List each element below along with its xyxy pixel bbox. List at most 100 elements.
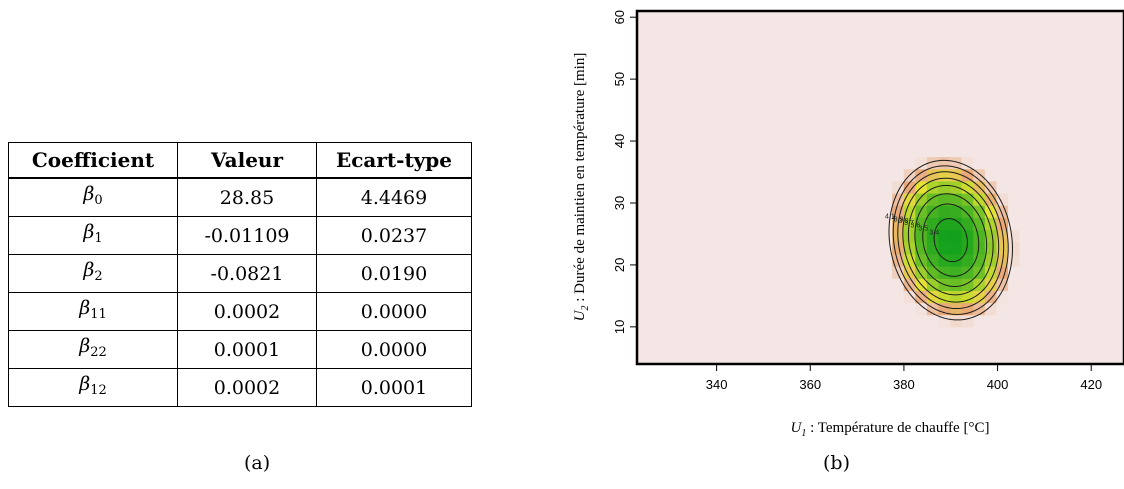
heatmap-cell	[1031, 315, 1044, 329]
heatmap-cell	[950, 339, 963, 353]
heatmap-cell	[729, 181, 742, 195]
heatmap-cell	[926, 315, 940, 329]
heatmap-cell	[857, 59, 870, 73]
heatmap-cell	[822, 266, 835, 280]
heatmap-cell	[776, 242, 789, 256]
heatmap-cell	[694, 96, 708, 109]
heatmap-cell	[1100, 71, 1114, 85]
heatmap-cells	[637, 11, 1124, 365]
value-cell: 0.0002	[177, 368, 317, 407]
heatmap-cell	[741, 339, 754, 353]
heatmap-cell	[834, 120, 847, 134]
heatmap-cell	[1019, 120, 1032, 134]
header-valeur: Valeur	[177, 142, 317, 179]
heatmap-cell	[752, 303, 766, 316]
heatmap-cell	[787, 254, 800, 268]
heatmap-cell	[799, 266, 812, 280]
heatmap-cell	[694, 144, 708, 158]
heatmap-cell	[787, 303, 800, 316]
heatmap-cell	[834, 169, 847, 183]
heatmap-cell	[787, 339, 800, 353]
heatmap-cell	[776, 120, 789, 134]
heatmap-cell	[810, 71, 824, 85]
heatmap-cell	[787, 230, 800, 243]
heatmap-cell	[868, 254, 882, 268]
contour-line	[888, 159, 1013, 321]
heatmap-cell	[741, 327, 754, 341]
table-row: β22 0.0001 0.0000	[8, 330, 472, 369]
heatmap-cell	[787, 108, 800, 122]
heatmap-cell	[984, 23, 998, 36]
heatmap-cell	[787, 23, 800, 36]
heatmap-cell	[648, 23, 661, 36]
heatmap-cell	[926, 205, 940, 219]
heatmap-cell	[1042, 59, 1056, 73]
heatmap-cell	[1042, 315, 1056, 329]
heatmap-cell	[822, 315, 835, 329]
heatmap-cell	[868, 278, 882, 292]
heatmap-cell	[1112, 351, 1124, 365]
heatmap-cell	[892, 303, 905, 316]
heatmap-cell	[868, 23, 882, 36]
heatmap-cell	[961, 157, 974, 170]
heatmap-cell	[857, 254, 870, 268]
heatmap-cell	[1089, 339, 1102, 353]
heatmap-cell	[1089, 59, 1102, 73]
heatmap-cell	[1008, 71, 1021, 85]
heatmap-cell	[718, 169, 731, 183]
heatmap-cell	[845, 132, 858, 146]
heatmap-cell	[764, 157, 777, 170]
heatmap-cell	[984, 11, 998, 24]
heatmap-cell	[1054, 327, 1067, 341]
heatmap-cell	[718, 315, 731, 329]
heatmap-cell	[706, 84, 719, 97]
heatmap-cell	[996, 278, 1009, 292]
heatmap-cell	[776, 266, 789, 280]
heatmap-cell	[787, 144, 800, 158]
heatmap-cell	[903, 59, 916, 73]
heatmap-cell	[880, 132, 893, 146]
heatmap-cell	[648, 132, 661, 146]
heatmap-cell	[834, 157, 847, 170]
heatmap-cell	[787, 290, 800, 304]
heatmap-cell	[648, 351, 661, 365]
heatmap-cell	[973, 144, 986, 158]
heatmap-cell	[1019, 71, 1032, 85]
heatmap-cell	[984, 303, 998, 316]
heatmap-cell	[880, 193, 893, 207]
heatmap-cell	[857, 11, 870, 24]
heatmap-cell	[926, 35, 940, 49]
heatmap-cell	[834, 144, 847, 158]
heatmap-cell	[741, 96, 754, 109]
heatmap-cell	[810, 157, 824, 170]
heatmap-cell	[1077, 181, 1090, 195]
heatmap-cell	[822, 84, 835, 97]
heatmap-cell	[892, 71, 905, 85]
heatmap-cell	[764, 96, 777, 109]
heatmap-cell	[950, 303, 963, 316]
heatmap-cell	[1077, 71, 1090, 85]
heatmap-cell	[1100, 327, 1114, 341]
table-row: β12 0.0002 0.0001	[8, 368, 472, 407]
heatmap-cell	[729, 327, 742, 341]
heatmap-cell	[799, 327, 812, 341]
heatmap-cell	[694, 339, 708, 353]
contour-label: 4.1	[885, 213, 895, 220]
heatmap-cell	[926, 120, 940, 134]
heatmap-cell	[880, 315, 893, 329]
heatmap-cell	[1042, 217, 1056, 231]
heatmap-cell	[938, 351, 951, 365]
heatmap-cell	[1112, 144, 1124, 158]
heatmap-cell	[776, 35, 789, 49]
heatmap-cell	[671, 230, 684, 243]
heatmap-cell	[880, 339, 893, 353]
heatmap-cell	[1077, 108, 1090, 122]
heatmap-cell	[973, 23, 986, 36]
heatmap-cell	[1077, 242, 1090, 256]
table-row: β2 -0.0821 0.0190	[8, 254, 472, 293]
heatmap-cell	[984, 181, 998, 195]
heatmap-cell	[648, 59, 661, 73]
heatmap-cell	[868, 181, 882, 195]
heatmap-cell	[776, 278, 789, 292]
heatmap-cell	[660, 303, 673, 316]
